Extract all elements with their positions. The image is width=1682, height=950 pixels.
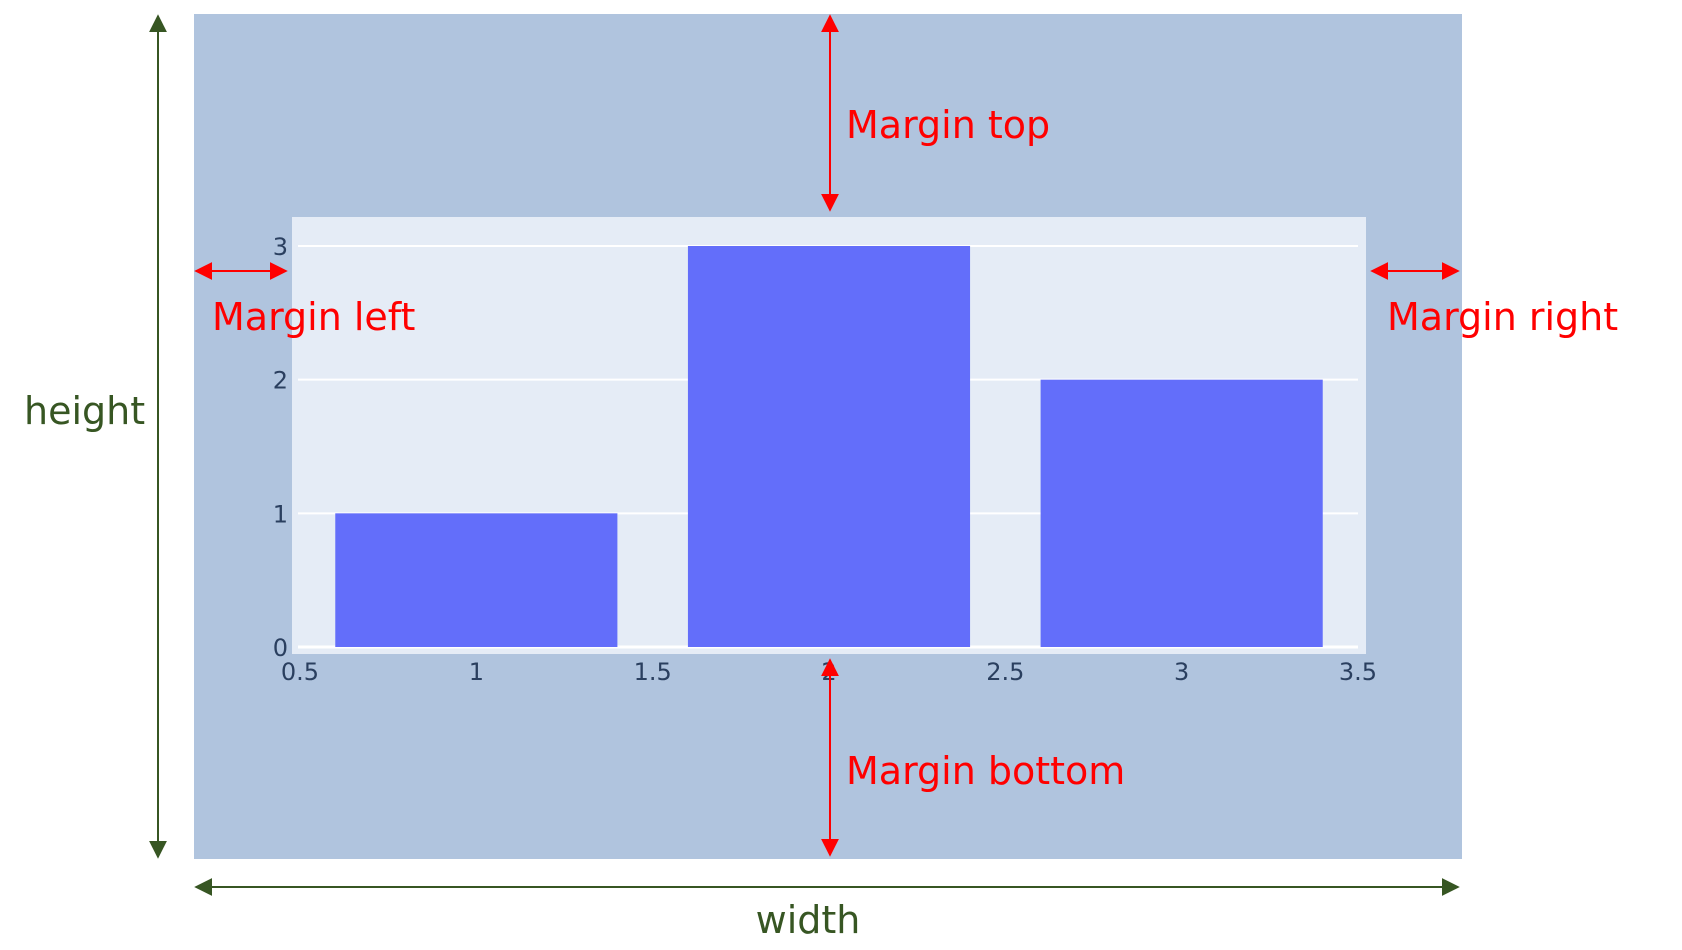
- x-tick-label: 2.5: [986, 658, 1024, 686]
- bar: [335, 513, 618, 647]
- bars: [335, 246, 1323, 647]
- x-tick-label: 1.5: [634, 658, 672, 686]
- bar: [687, 246, 971, 647]
- x-tick-label: 1: [469, 658, 484, 686]
- margin-left-label: Margin left: [212, 295, 415, 339]
- width-label: width: [756, 898, 861, 942]
- margin-right-label: Margin right: [1387, 295, 1618, 339]
- y-tick-label: 0: [273, 634, 288, 662]
- height-label: height: [24, 389, 145, 433]
- bar: [1040, 379, 1323, 647]
- x-tick-label: 0.5: [281, 658, 319, 686]
- y-tick-label: 2: [273, 367, 288, 395]
- margin-top-label: Margin top: [846, 103, 1050, 147]
- y-tick-labels: 0 1 2 3: [273, 233, 288, 662]
- x-tick-label: 3.5: [1339, 658, 1377, 686]
- y-tick-label: 3: [273, 233, 288, 261]
- x-tick-label: 3: [1174, 658, 1189, 686]
- y-tick-label: 1: [273, 500, 288, 528]
- margin-bottom-label: Margin bottom: [846, 749, 1125, 793]
